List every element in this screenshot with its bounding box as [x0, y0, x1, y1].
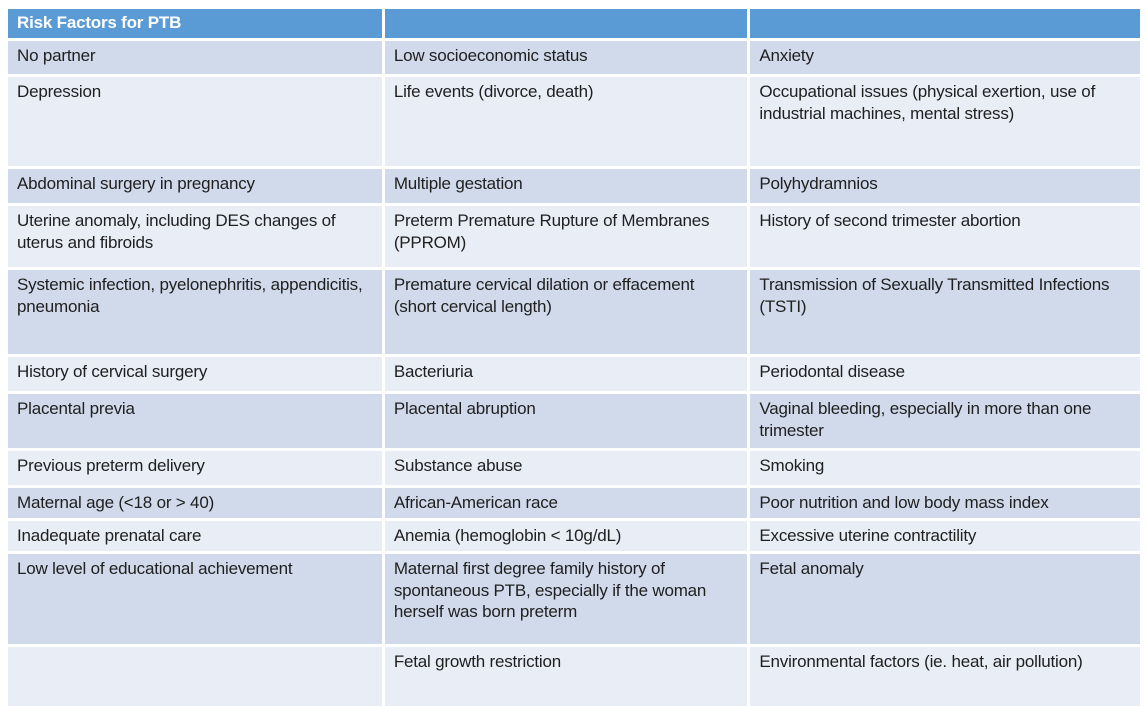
table-row: Abdominal surgery in pregnancy Multiple …: [8, 168, 1140, 203]
table-cell: History of second trimester abortion: [750, 205, 1140, 267]
table-row: Low level of educational achievement Mat…: [8, 553, 1140, 644]
table-cell: Preterm Premature Rupture of Membranes (…: [384, 205, 748, 267]
table-cell: Vaginal bleeding, especially in more tha…: [750, 393, 1140, 448]
table-cell: [8, 646, 382, 706]
table-row: Inadequate prenatal care Anemia (hemoglo…: [8, 520, 1140, 551]
table-row: Systemic infection, pyelonephritis, appe…: [8, 269, 1140, 354]
table-cell: Maternal age (<18 or > 40): [8, 487, 382, 518]
table-row: No partner Low socioeconomic status Anxi…: [8, 40, 1140, 74]
table-cell: Fetal growth restriction: [384, 646, 748, 706]
table-row: Previous preterm delivery Substance abus…: [8, 450, 1140, 485]
table-cell: Inadequate prenatal care: [8, 520, 382, 551]
table-cell: No partner: [8, 40, 382, 74]
table-cell: Placental previa: [8, 393, 382, 448]
table-cell: Fetal anomaly: [750, 553, 1140, 644]
table-cell: Uterine anomaly, including DES changes o…: [8, 205, 382, 267]
table-cell: Low level of educational achievement: [8, 553, 382, 644]
table-cell: Low socioeconomic status: [384, 40, 748, 74]
table-row: Maternal age (<18 or > 40) African-Ameri…: [8, 487, 1140, 518]
table-cell: Life events (divorce, death): [384, 76, 748, 166]
table-cell: Maternal first degree family history of …: [384, 553, 748, 644]
table-cell: Abdominal surgery in pregnancy: [8, 168, 382, 203]
header-cell-empty: [750, 9, 1140, 38]
table-cell: Depression: [8, 76, 382, 166]
table-cell: Smoking: [750, 450, 1140, 485]
table-cell: Premature cervical dilation or effacemen…: [384, 269, 748, 354]
table-header-row: Risk Factors for PTB: [8, 9, 1140, 38]
table-cell: Anemia (hemoglobin < 10g/dL): [384, 520, 748, 551]
table-cell: Environmental factors (ie. heat, air pol…: [750, 646, 1140, 706]
table-cell: Systemic infection, pyelonephritis, appe…: [8, 269, 382, 354]
table-cell: African-American race: [384, 487, 748, 518]
risk-factors-table: Risk Factors for PTB No partner Low soci…: [5, 6, 1143, 706]
header-cell-empty: [384, 9, 748, 38]
table-cell: Previous preterm delivery: [8, 450, 382, 485]
table-cell: Substance abuse: [384, 450, 748, 485]
table-cell: Placental abruption: [384, 393, 748, 448]
table-row: History of cervical surgery Bacteriuria …: [8, 356, 1140, 391]
table-cell: History of cervical surgery: [8, 356, 382, 391]
table-cell: Periodontal disease: [750, 356, 1140, 391]
table-cell: Bacteriuria: [384, 356, 748, 391]
table-row: Uterine anomaly, including DES changes o…: [8, 205, 1140, 267]
table-row: Depression Life events (divorce, death) …: [8, 76, 1140, 166]
table-cell: Poor nutrition and low body mass index: [750, 487, 1140, 518]
table-row: Placental previa Placental abruption Vag…: [8, 393, 1140, 448]
table-cell: Multiple gestation: [384, 168, 748, 203]
table-cell: Anxiety: [750, 40, 1140, 74]
table-cell: Excessive uterine contractility: [750, 520, 1140, 551]
table-cell: Transmission of Sexually Transmitted Inf…: [750, 269, 1140, 354]
table-cell: Occupational issues (physical exertion, …: [750, 76, 1140, 166]
table-cell: Polyhydramnios: [750, 168, 1140, 203]
header-cell-title: Risk Factors for PTB: [8, 9, 382, 38]
table-row: Fetal growth restriction Environmental f…: [8, 646, 1140, 706]
